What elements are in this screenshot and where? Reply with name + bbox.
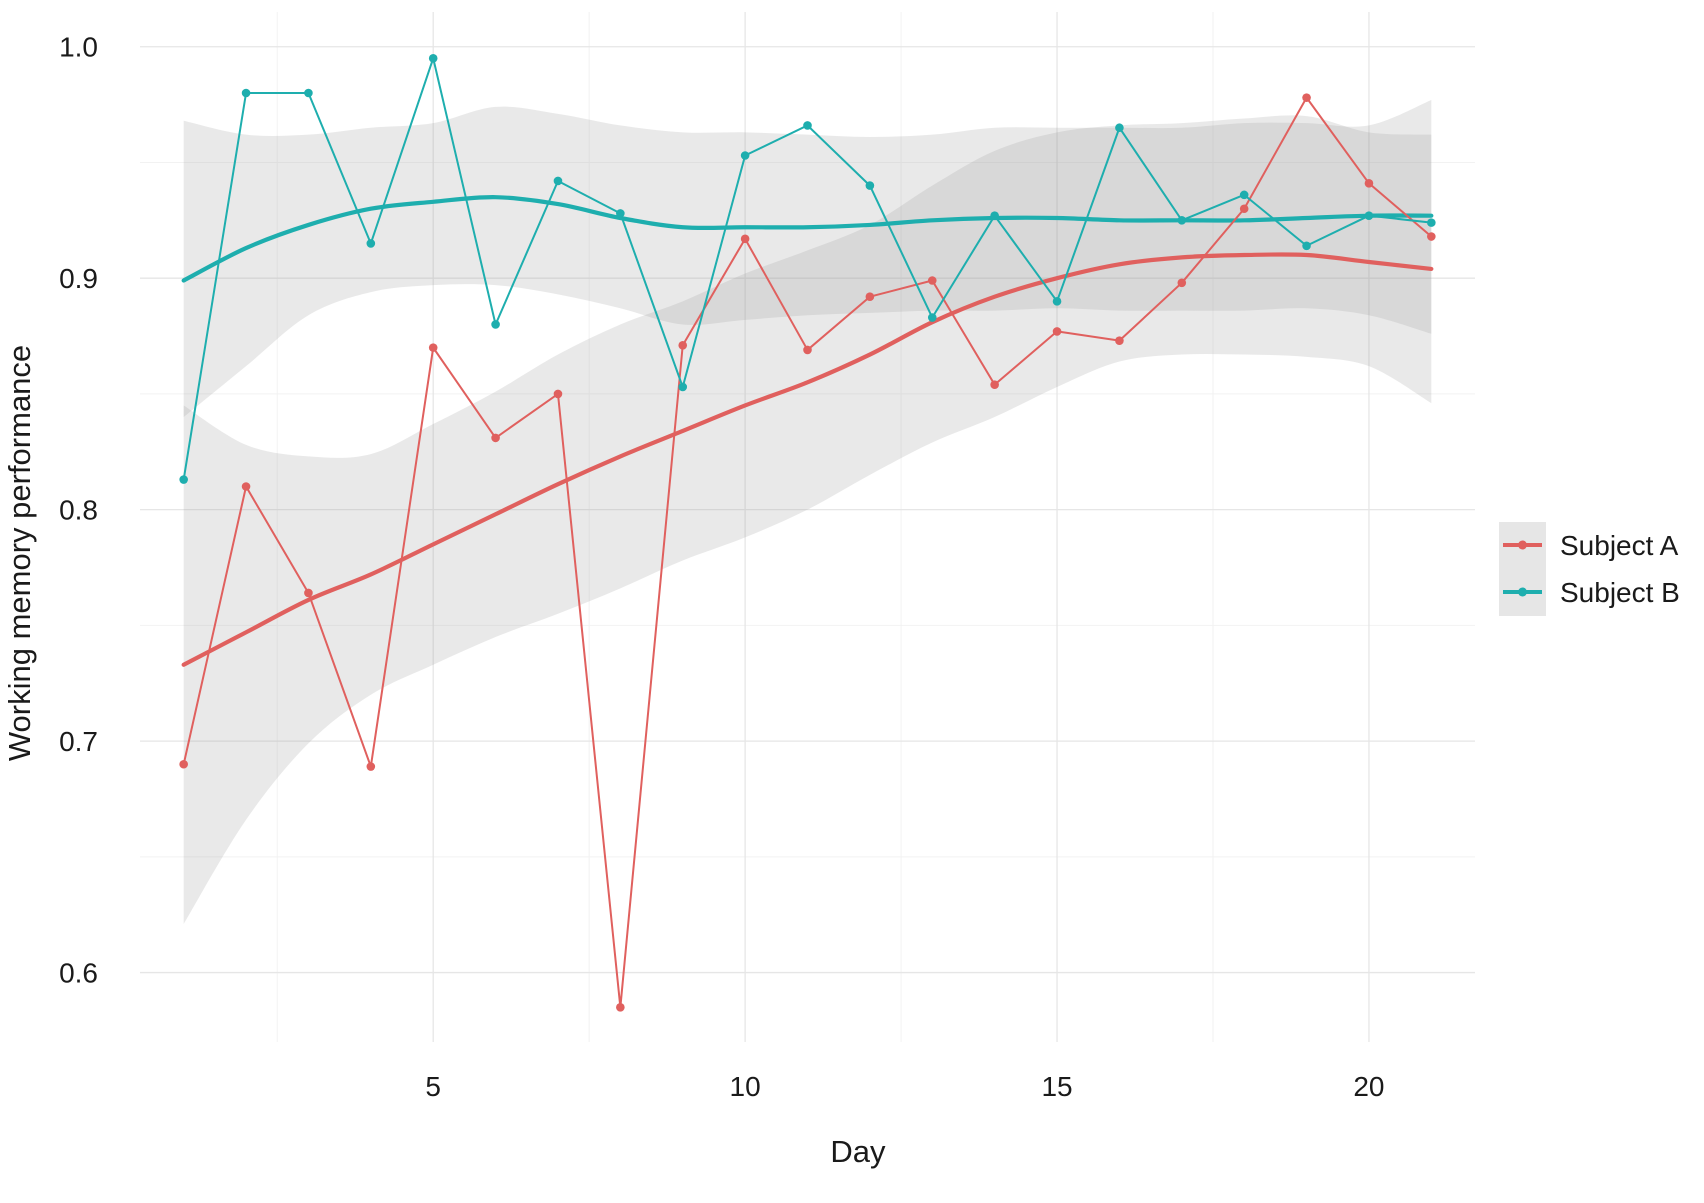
point-subject-b: [304, 88, 313, 98]
y-tick-label: 1.0: [59, 32, 98, 63]
point-subject-a: [1427, 232, 1436, 241]
point-subject-b: [1115, 123, 1124, 133]
point-subject-a: [491, 433, 500, 443]
minor-gridlines: [140, 12, 1475, 1042]
point-subject-b: [678, 382, 688, 392]
point-subject-b: [1302, 241, 1311, 251]
x-tick-label: 20: [1353, 1071, 1384, 1102]
point-subject-a: [616, 1002, 625, 1012]
point-subject-a: [1052, 327, 1062, 336]
point-subject-b: [865, 181, 875, 190]
x-tick-label: 15: [1041, 1071, 1072, 1102]
point-subject-b: [1427, 218, 1436, 227]
point-subject-b: [1177, 216, 1187, 225]
point-subject-a: [428, 343, 438, 352]
point-subject-a: [553, 389, 563, 399]
point-subject-a: [1177, 278, 1187, 288]
y-tick-label: 0.9: [59, 263, 98, 294]
point-subject-b: [990, 211, 999, 220]
point-subject-b: [616, 209, 625, 218]
y-tick-label: 0.7: [59, 726, 98, 757]
ribbon-subject-a: [183, 115, 1432, 924]
point-subject-b: [1364, 211, 1374, 220]
point-subject-a: [990, 380, 999, 389]
y-axis-title: Working memory performance: [2, 345, 37, 761]
point-subject-b: [927, 313, 937, 322]
point-subject-b: [366, 239, 376, 248]
point-subject-a: [927, 276, 937, 285]
point-subject-a: [241, 482, 251, 491]
point-subject-a: [179, 759, 188, 769]
point-subject-a: [366, 762, 376, 771]
point-subject-b: [1239, 190, 1249, 200]
y-tick-label: 0.6: [59, 958, 98, 989]
major-gridlines: [140, 12, 1475, 1042]
legend: Subject A Subject B: [1499, 522, 1680, 616]
data-points: [179, 53, 1436, 1012]
point-subject-a: [304, 588, 313, 598]
point-subject-b: [553, 176, 563, 186]
point-subject-a: [740, 234, 750, 244]
point-subject-b: [803, 121, 812, 130]
legend-label-subject-b: Subject B: [1560, 577, 1680, 608]
point-subject-b: [179, 475, 188, 484]
legend-dot-subject-a: [1518, 540, 1527, 550]
y-axis-ticks: 0.6 0.7 0.8 0.9 1.0: [59, 32, 98, 989]
ribbon-subject-b: [183, 99, 1432, 418]
point-subject-a: [1239, 204, 1249, 214]
point-subject-b: [740, 151, 750, 160]
point-subject-a: [678, 341, 688, 350]
confidence-ribbons: [183, 99, 1432, 924]
legend-dot-subject-b: [1518, 587, 1527, 597]
x-tick-label: 5: [425, 1071, 441, 1102]
point-subject-b: [428, 53, 438, 63]
y-tick-label: 0.8: [59, 495, 98, 526]
point-subject-b: [491, 320, 500, 329]
point-subject-a: [1364, 178, 1374, 188]
x-axis-title: Day: [830, 1134, 886, 1169]
x-tick-label: 10: [730, 1071, 761, 1102]
smooth-line-subject-a: [181, 252, 1434, 667]
point-subject-a: [865, 292, 875, 301]
point-subject-b: [241, 88, 251, 98]
smooth-line-subject-b: [181, 195, 1434, 283]
point-subject-b: [1052, 297, 1062, 306]
point-subject-a: [1302, 93, 1311, 102]
smooth-trend-lines: [181, 195, 1434, 667]
x-axis-ticks: 5 10 15 20: [425, 1071, 1384, 1102]
point-subject-a: [1115, 336, 1124, 345]
point-subject-a: [803, 345, 812, 355]
legend-label-subject-a: Subject A: [1560, 530, 1679, 561]
